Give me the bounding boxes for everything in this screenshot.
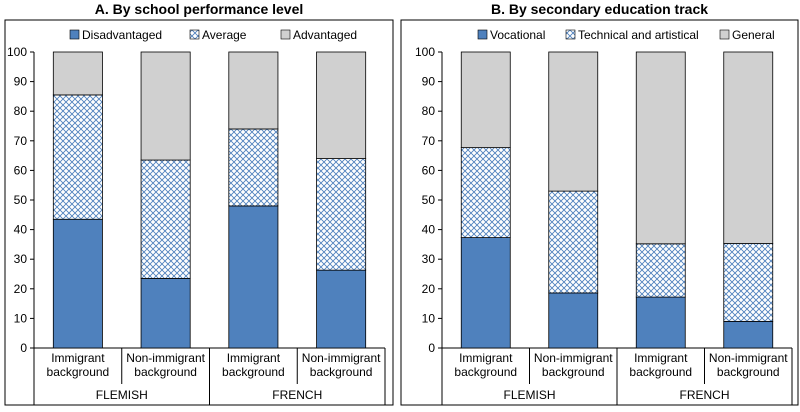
y-tick-label: 30 [14,252,28,266]
chart-panel-a: A. By school performance level 0 10 20 30 40 5… [4,1,394,406]
y-tick-label: 20 [14,282,28,296]
group-label: FRENCH [680,388,730,402]
bar-segment-average [316,158,367,271]
y-tick-label: 10 [422,311,436,325]
legend-swatch [477,29,488,40]
x-tick-label: background [222,365,285,379]
legend-swatch [719,29,730,40]
y-tick-label: 70 [422,134,436,148]
y-tick-label: 100 [7,45,27,59]
y-tick-label: 90 [422,75,436,89]
group-label: FRENCH [272,388,322,402]
bar-segment-disadvantaged [52,218,103,349]
bar-segment-technical-and-artistical [548,190,599,294]
x-tick-label: background [134,365,197,379]
x-tick-label: background [454,365,517,379]
legend-label: General [732,28,775,42]
bar-segment-average [52,94,103,220]
legend-swatch [189,29,200,40]
bar-segment-vocational [723,320,774,349]
x-tick-label: Immigrant [459,351,513,365]
y-tick-label: 30 [422,252,436,266]
bar-segment-general [635,51,686,245]
bar-segment-vocational [548,292,599,349]
group-label: FLEMISH [503,388,555,402]
x-tick-label: Immigrant [634,351,688,365]
y-tick-label: 50 [14,193,28,207]
y-tick-label: 80 [14,104,28,118]
bar-segment-general [548,51,599,192]
bar-segment-advantaged [52,51,103,96]
y-tick-label: 10 [14,311,28,325]
y-tick-label: 0 [428,341,435,355]
x-tick-label: Immigrant [227,351,281,365]
x-tick-label: Immigrant [51,351,105,365]
y-tick-label: 90 [14,75,28,89]
x-tick-label: Non-immigrant [302,351,381,365]
bar-segment-average [228,128,279,207]
y-tick-label: 40 [422,223,436,237]
legend-label: Disadvantaged [82,28,162,42]
x-tick-label: Non-immigrant [534,351,613,365]
bar-segment-advantaged [316,51,367,159]
panel-frame [4,19,394,406]
bar-segment-vocational [635,296,686,349]
bar-segment-average [140,159,191,279]
legend-label: Vocational [490,28,545,42]
chart-title: A. By school performance level [95,1,304,17]
bar-segment-advantaged [228,51,279,130]
x-tick-label: Non-immigrant [126,351,205,365]
bar-segment-general [460,51,511,149]
bar-segment-technical-and-artistical [460,147,511,238]
group-label: FLEMISH [96,388,148,402]
x-tick-label: background [717,365,780,379]
x-tick-label: background [47,365,110,379]
legend-swatch [280,29,291,40]
y-tick-label: 40 [14,223,28,237]
y-tick-label: 0 [20,341,27,355]
bar-segment-vocational [460,237,511,349]
legend-label: Advantaged [293,28,357,42]
y-tick-label: 100 [415,45,435,59]
y-tick-label: 70 [14,134,28,148]
legend-swatch [565,29,576,40]
bar-segment-disadvantaged [316,269,367,349]
y-tick-label: 20 [422,282,436,296]
x-tick-label: background [310,365,373,379]
panel-frame [400,19,799,406]
bar-segment-advantaged [140,51,191,161]
legend-label: Technical and artistical [578,28,699,42]
x-tick-label: background [542,365,605,379]
y-tick-label: 60 [422,163,436,177]
chart-title: B. By secondary education track [491,1,708,17]
chart-panel-b: B. By secondary education track 0 10 20 30 40… [400,1,799,406]
bar-segment-general [723,51,774,244]
x-tick-label: background [629,365,692,379]
y-tick-label: 50 [422,193,436,207]
bar-segment-technical-and-artistical [723,243,774,322]
bar-segment-disadvantaged [228,205,279,349]
y-tick-label: 60 [14,163,28,177]
x-tick-label: Non-immigrant [709,351,788,365]
legend-swatch [69,29,80,40]
bar-segment-disadvantaged [140,278,191,349]
y-tick-label: 80 [422,104,436,118]
legend-label: Average [202,28,247,42]
bar-segment-technical-and-artistical [635,243,686,298]
